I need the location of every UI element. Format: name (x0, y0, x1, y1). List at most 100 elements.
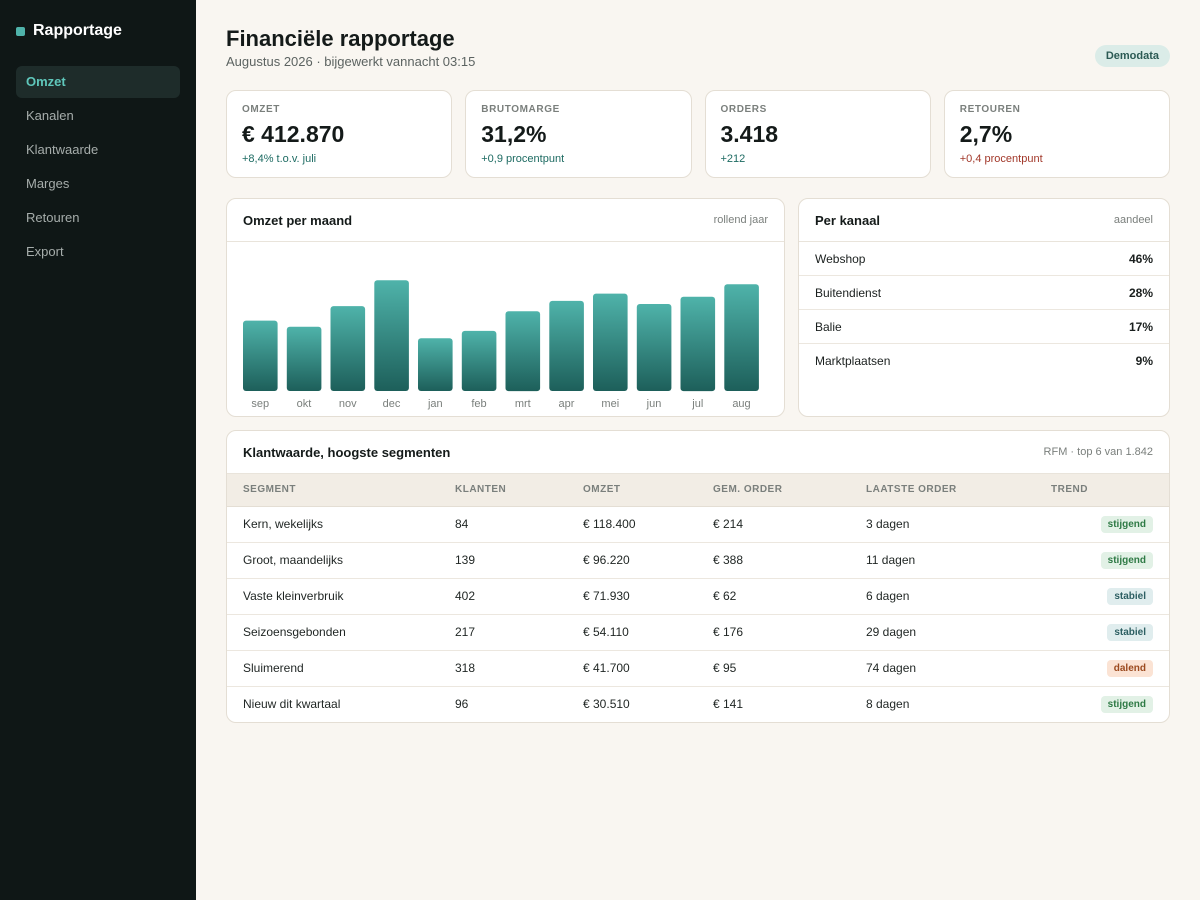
cell-laatste-order: 3 dagen (850, 506, 1035, 543)
x-tick-label: dec (383, 398, 401, 410)
page-title: Financiële rapportage (226, 26, 455, 51)
channel-name: Buitendienst (815, 285, 882, 300)
kpi-value: 31,2% (481, 121, 547, 147)
cell-segment: Nieuw dit kwartaal (243, 697, 341, 712)
x-tick-label: mei (601, 398, 619, 410)
kpi-delta: +8,4% t.o.v. juli (242, 153, 317, 165)
kpi-card-retouren: RETOUREN 2,7% +0,4 procentpunt (943, 90, 1170, 178)
cell-gem-order: € 176 (697, 614, 850, 651)
cell-laatste-order: 74 dagen (850, 650, 1035, 687)
trend-badge: stijgend (1100, 695, 1153, 713)
panel-title: Klantwaarde, hoogste segmenten (243, 444, 451, 460)
panel-meta: aandeel (1113, 214, 1153, 226)
segments-panel: Klantwaarde, hoogste segmenten RFM · top… (226, 430, 1170, 723)
cell-segment: Seizoensgebonden (227, 614, 439, 651)
page-subtitle: Augustus 2026 · bijgewerkt vannacht 03:1… (226, 54, 476, 69)
kpi-delta: +212 (720, 153, 746, 165)
x-tick-label: feb (471, 398, 486, 410)
sidebar-item-omzet[interactable]: Omzet (16, 66, 180, 98)
channel-row-buitendienst: Buitendienst 28% (799, 276, 1169, 310)
cell-omzet: € 30.510 (583, 697, 630, 712)
x-tick-label: okt (297, 398, 312, 410)
bar-apr (549, 300, 584, 391)
table-row: Groot, maandelijks 139 € 96.220 € 388 11… (227, 542, 1169, 579)
brand-logo-icon (16, 26, 25, 36)
column-header-omzet: OMZET (567, 474, 697, 507)
cell-gem-order: € 95 (697, 650, 850, 687)
page-header: Financiële rapportage Augustus 2026 · bi… (226, 0, 1170, 90)
sidebar: Rapportage Omzet Kanalen Klantwaarde Mar… (0, 0, 196, 900)
panel-title: Per kanaal (815, 212, 881, 228)
channel-row-marktplaatsen: Marktplaatsen 9% (799, 344, 1169, 378)
cell-laatste-order: 8 dagen (866, 697, 910, 712)
app-name: Rapportage (33, 22, 122, 39)
trend-badge: dalend (1106, 659, 1153, 677)
channel-name: Marktplaatsen (815, 354, 891, 368)
kpi-row: OMZET € 412.870 +8,4% t.o.v. juli BRUTOM… (226, 90, 1170, 178)
kpi-card-brutomarge: BRUTOMARGE 31,2% +0,9 procentpunt (465, 90, 692, 178)
table-row: Vaste kleinverbruik 402 € 71.930 € 62 6 … (227, 578, 1169, 615)
kpi-value: 2,7% (959, 121, 1013, 147)
sidebar-item-export[interactable]: Export (26, 244, 64, 259)
cell-segment: Kern, wekelijks (227, 506, 439, 543)
sidebar-item-retouren[interactable]: Retouren (26, 210, 80, 225)
cell-trend: stabiel (1035, 614, 1169, 651)
sidebar-item-kanalen[interactable]: Kanalen (26, 108, 74, 123)
sidebar-nav: Omzet Kanalen Klantwaarde Marges Retoure… (16, 66, 180, 268)
cell-gem-order: € 388 (697, 542, 850, 579)
revenue-bar-chart: sep okt nov dec jan feb mrt apr mei jun jul aug (243, 280, 759, 410)
table-row: Seizoensgebonden 217 € 54.110 € 176 29 d… (227, 614, 1169, 651)
cell-gem-order: € 141 (713, 697, 744, 712)
bar-jun (636, 304, 672, 391)
bar-jan (418, 338, 453, 391)
cell-segment: Vaste kleinverbruik (227, 578, 439, 615)
sidebar-item-marges[interactable]: Marges (26, 176, 70, 191)
panel-meta: rollend jaar (713, 214, 768, 226)
bar-mrt (505, 311, 541, 392)
cell-trend: stabiel (1035, 578, 1169, 615)
cell-omzet: € 96.220 (567, 542, 697, 579)
cell-trend: stijgend (1035, 506, 1169, 543)
cell-omzet: € 118.400 (567, 506, 697, 543)
kpi-card-omzet: OMZET € 412.870 +8,4% t.o.v. juli (226, 90, 453, 178)
revenue-chart-panel: Omzet per maand rollend jaar sep okt nov de… (226, 198, 785, 417)
table-row: Kern, wekelijks 84 € 118.400 € 214 3 dag… (227, 506, 1169, 543)
column-header-laatste-order: LAATSTE ORDER (850, 474, 1035, 507)
kpi-value: 3.418 (720, 121, 779, 147)
brand: Rapportage (16, 22, 180, 40)
channel-share: 28% (1128, 285, 1153, 300)
kpi-card-orders: ORDERS 3.418 +212 (704, 90, 931, 178)
x-tick-label: mrt (515, 398, 531, 410)
bar-mei (593, 293, 628, 391)
cell-trend: stijgend (1035, 542, 1169, 579)
bar-aug (724, 284, 759, 391)
kpi-label: ORDERS (720, 104, 767, 115)
x-tick-label: sep (251, 398, 269, 410)
sidebar-item-klantwaarde[interactable]: Klantwaarde (26, 142, 99, 157)
cell-klanten: 139 (439, 542, 567, 579)
trend-badge: stijgend (1100, 551, 1153, 569)
x-tick-label: jun (646, 398, 662, 410)
x-tick-label: nov (339, 398, 357, 410)
column-header-trend: TREND (1035, 474, 1169, 507)
x-tick-label: aug (732, 398, 750, 410)
table-row: Nieuw dit kwartaal 96 € 30.510 € 141 8 d… (227, 686, 1169, 722)
column-header-segment: SEGMENT (227, 474, 439, 507)
cell-trend: stijgend (1035, 686, 1169, 722)
demo-data-badge: Demodata (1094, 45, 1170, 67)
cell-laatste-order: 6 dagen (850, 578, 1035, 615)
kpi-label: BRUTOMARGE (481, 104, 560, 115)
column-header-klanten: KLANTEN (439, 474, 567, 507)
cell-klanten: 318 (439, 650, 567, 687)
kpi-delta: +0,9 procentpunt (481, 153, 565, 165)
kpi-label: OMZET (242, 104, 280, 115)
channel-share: 17% (1128, 319, 1153, 334)
bar-sep (243, 320, 278, 391)
bar-feb (461, 330, 497, 391)
bar-nov (330, 306, 366, 391)
cell-klanten: 402 (439, 578, 567, 615)
panel-meta: RFM · top 6 van 1.842 (1043, 446, 1153, 458)
channel-share: 9% (1135, 354, 1153, 368)
x-tick-label: jul (691, 398, 703, 410)
bar-jul (680, 296, 716, 392)
